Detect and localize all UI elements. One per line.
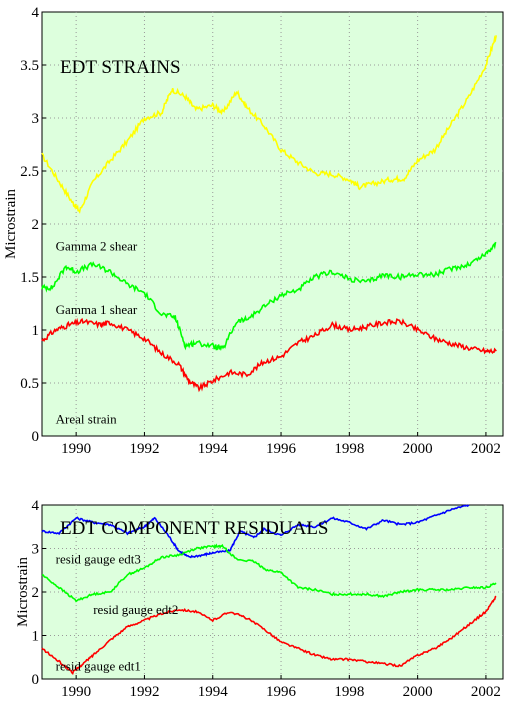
series-line-0 (41, 504, 470, 559)
x-tick-label: 1992 (129, 684, 159, 700)
x-tick-label: 1990 (61, 684, 91, 700)
series-group (41, 504, 497, 675)
y-tick-label: 1 (32, 629, 40, 645)
x-tick-label: 1996 (266, 684, 297, 700)
y-tick-label: 4 (32, 498, 40, 514)
y-tick-label: 2 (32, 585, 40, 601)
annotation-label: resid gauge edt2 (93, 602, 178, 617)
x-tick-label: 1998 (334, 684, 364, 700)
x-tick-label: 1998 (334, 441, 364, 457)
annotation-label: Gamma 2 shear (56, 239, 138, 254)
tick-labels: 1990 1992 1994 1996 1998 2000 2002 0 0.5 1 1.5 2 2.5… (20, 5, 501, 457)
y-tick-label: 4 (32, 5, 40, 21)
x-tick-label: 1992 (129, 441, 159, 457)
edt-strains-panel: 1990 1992 1994 1996 1998 2000 2002 0 0.5 1 1.5 2 2.5… (3, 5, 504, 457)
chart-title: EDT COMPONENT RESIDUALS (60, 518, 329, 539)
x-tick-label: 1994 (198, 441, 229, 457)
annotation-label: Gamma 1 shear (56, 302, 138, 317)
y-axis-label: Microstrain (3, 189, 19, 259)
y-tick-label: 0 (32, 429, 40, 445)
annotations: resid gauge edt3 resid gauge edt2 resid ga… (56, 552, 179, 674)
tick-labels: 1990 1992 1994 1996 1998 2000 2002 0 1 2 3 4 (32, 498, 501, 700)
y-tick-label: 1 (32, 323, 40, 339)
chart-title: EDT STRAINS (60, 57, 181, 78)
series-line-2 (41, 595, 497, 675)
grid-lines (42, 11, 503, 437)
y-tick-label: 2 (32, 217, 40, 233)
grid-lines (42, 504, 503, 680)
x-tick-label: 2000 (403, 684, 433, 700)
series-line-1 (41, 543, 497, 603)
annotation-label: resid gauge edt3 (56, 552, 141, 567)
y-tick-label: 1.5 (20, 270, 39, 286)
y-tick-label: 0.5 (20, 376, 39, 392)
annotation-label: resid gauge edt1 (56, 658, 141, 673)
x-tick-label: 2000 (403, 441, 433, 457)
component-residuals-panel: 1990 1992 1994 1996 1998 2000 2002 0 1 2 3 4 resid … (15, 498, 504, 700)
annotations: Gamma 2 shear Gamma 1 shear Areal strain (56, 239, 138, 427)
x-tick-label: 1994 (198, 684, 229, 700)
y-tick-label: 3 (32, 542, 40, 558)
x-tick-label: 1996 (266, 441, 297, 457)
y-tick-label: 2.5 (20, 164, 39, 180)
x-tick-label: 2002 (471, 684, 501, 700)
series-group (41, 35, 497, 393)
x-tick-label: 1990 (61, 441, 91, 457)
series-line-2 (41, 317, 497, 393)
x-tick-label: 2002 (471, 441, 501, 457)
y-tick-label: 3.5 (20, 58, 39, 74)
y-tick-label: 3 (32, 111, 40, 127)
series-line-1 (41, 241, 497, 352)
y-tick-label: 0 (32, 672, 40, 688)
y-axis-label: Microstrain (15, 557, 31, 627)
series-line-0 (41, 35, 497, 214)
annotation-label: Areal strain (56, 411, 118, 426)
